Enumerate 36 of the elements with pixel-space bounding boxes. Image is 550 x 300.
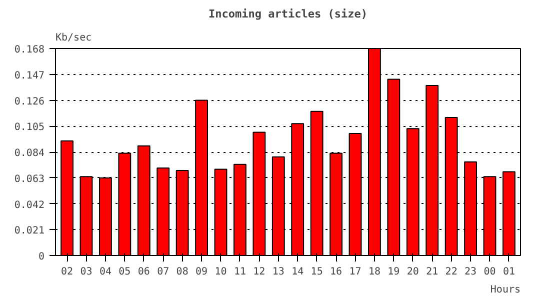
x-tick-label: 17 [349,266,362,278]
x-tick-label: 00 [484,266,496,278]
x-tick-label: 23 [464,266,477,278]
x-tick-label: 06 [138,266,150,278]
x-tick-label: 15 [310,266,323,278]
x-tick-label: 11 [234,266,246,278]
x-tick-label: 10 [214,266,227,278]
x-tick-label: 03 [80,266,92,278]
y-axis-title: Kb/sec [56,32,92,44]
x-axis-title: Hours [490,284,521,296]
x-tick-label: 01 [502,266,515,278]
x-tick-label: 21 [426,266,438,278]
x-tick-label: 12 [253,266,266,278]
x-tick-label: 09 [196,266,208,278]
x-tick-label: 04 [99,266,112,278]
chart-title: Incoming articles (size) [208,8,368,20]
x-tick-label: 14 [292,266,304,278]
y-tick-label: 0.021 [14,226,45,237]
y-tick-label: 0.084 [14,148,45,159]
x-tick-label: 08 [176,266,188,278]
y-tick-label: 0.063 [14,174,45,185]
x-tick-label: 18 [368,266,380,278]
x-tick-label: 16 [330,266,342,278]
x-tick-label: 07 [157,266,170,278]
x-tick-label: 05 [118,266,131,278]
y-tick-label: 0.126 [14,96,45,108]
x-tick-label: 02 [61,266,74,278]
y-tick-label: 0.042 [14,200,45,211]
x-tick-label: 13 [272,266,284,278]
y-tick-label: 0.168 [14,44,45,56]
y-tick-label: 0.105 [14,122,45,134]
x-tick-label: 20 [406,266,419,278]
x-tick-label: 22 [445,266,458,278]
y-tick-label: 0.147 [14,70,45,82]
y-tick-label: 0 [38,252,45,262]
x-tick-label: 19 [388,266,400,278]
